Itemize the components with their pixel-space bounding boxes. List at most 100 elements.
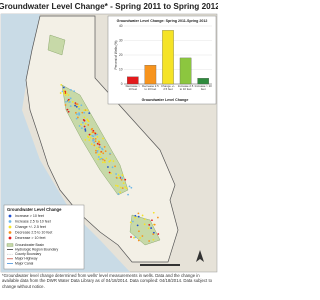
well-dot	[134, 216, 136, 219]
legend-label: Decrease 2.5 to 10 feet	[15, 230, 52, 234]
well-dot	[124, 186, 127, 188]
well-dot	[110, 172, 112, 175]
well-dot	[84, 122, 87, 125]
well-dot	[91, 131, 94, 134]
well-dot	[108, 171, 111, 174]
well-dot	[121, 187, 124, 190]
well-dot	[86, 118, 89, 121]
well-dot	[78, 125, 81, 127]
well-points	[59, 83, 160, 242]
legend-feature: Hydrologic Region Boundary	[15, 247, 58, 251]
well-dot	[138, 230, 140, 233]
legend-label: Increase 2.5 to 10 feet	[15, 219, 51, 223]
x-tick-label: Increase > 10 feet	[194, 85, 212, 92]
title: Groundwater Level Change* - Spring 2011 …	[0, 2, 218, 11]
well-dot	[81, 121, 84, 124]
well-dot	[98, 141, 100, 143]
well-dot	[152, 211, 155, 214]
well-dot	[141, 214, 144, 217]
legend-label: Increase > 10 feet	[15, 214, 44, 218]
legend-feature: Major Highway	[15, 257, 38, 261]
basin	[129, 214, 161, 246]
y-tick-label: 40	[119, 24, 123, 28]
well-dot	[143, 223, 146, 226]
well-dot	[136, 224, 139, 227]
y-tick-label: 0	[121, 82, 123, 86]
well-dot	[75, 103, 78, 106]
well-dot	[121, 174, 124, 176]
well-dot	[117, 193, 120, 195]
well-dot	[134, 236, 137, 239]
well-dot	[68, 101, 71, 103]
well-dot	[111, 166, 114, 169]
bar	[179, 57, 192, 85]
well-dot	[64, 94, 67, 97]
bar	[144, 65, 157, 85]
x-tick-box: Decrease 2.5 to 10 feet	[142, 85, 159, 92]
well-dot	[62, 89, 65, 92]
well-dot	[119, 191, 122, 194]
well-dot	[80, 123, 83, 126]
well-dot	[99, 156, 102, 159]
well-dot	[96, 150, 99, 152]
well-dot	[117, 174, 120, 176]
well-dot	[60, 83, 63, 86]
well-dot	[121, 177, 124, 180]
well-dot	[115, 184, 117, 187]
well-dot	[63, 93, 66, 95]
well-dot	[97, 148, 100, 151]
well-dot	[94, 132, 97, 135]
well-dot	[94, 140, 97, 143]
x-axis-label: Groundwater Level Change	[142, 98, 189, 102]
y-axis-label: Percent of Wells (%)	[114, 41, 118, 70]
well-dot	[69, 97, 72, 100]
x-tick-label: Decrease 2.5 to 10 feet	[142, 85, 159, 92]
well-dot	[75, 113, 78, 116]
well-dot	[104, 150, 107, 153]
well-dot	[124, 178, 127, 181]
basin	[47, 34, 66, 56]
y-tick-label: 10	[119, 67, 123, 71]
well-dot	[76, 103, 79, 106]
well-dot	[133, 236, 135, 239]
scale-bar	[140, 264, 180, 266]
well-dot	[87, 124, 90, 126]
well-dot	[108, 160, 111, 163]
north-arrow	[196, 250, 204, 262]
well-dot	[118, 177, 121, 179]
well-dot	[84, 139, 87, 141]
chart-panel	[107, 15, 217, 105]
x-tick-label: Change +/- 2.5 feet	[161, 85, 175, 92]
well-dot	[81, 111, 84, 114]
well-dot	[119, 186, 122, 189]
well-dot	[70, 88, 72, 91]
well-dot	[130, 186, 133, 189]
well-dot	[115, 173, 117, 175]
well-dot	[139, 236, 142, 239]
footnote: *Groundwater level change determined fro…	[2, 273, 213, 289]
well-dot	[147, 227, 150, 230]
x-tick-label: Decrease > 10 feet	[125, 85, 140, 92]
well-dot	[77, 105, 80, 108]
x-tick-label: Increase 2.5 to 10 feet	[177, 85, 194, 92]
map-page: Groundwater Level Change* - Spring 2011 …	[0, 2, 218, 289]
well-dot	[62, 86, 65, 89]
well-dot	[112, 160, 115, 163]
well-dot	[96, 142, 99, 145]
well-dot	[131, 220, 134, 223]
well-dot	[116, 185, 119, 187]
well-dot	[86, 135, 89, 138]
well-dot	[153, 223, 156, 226]
well-dot	[78, 107, 81, 110]
well-dot	[64, 104, 67, 106]
well-dot	[94, 133, 97, 136]
well-dot	[84, 128, 87, 131]
well-dot	[143, 218, 146, 221]
well-dot	[152, 238, 155, 241]
y-tick-label: 20	[119, 53, 123, 57]
well-dot	[96, 133, 98, 136]
well-dot	[90, 143, 93, 146]
well-dot	[65, 92, 68, 95]
well-dot	[114, 165, 116, 168]
